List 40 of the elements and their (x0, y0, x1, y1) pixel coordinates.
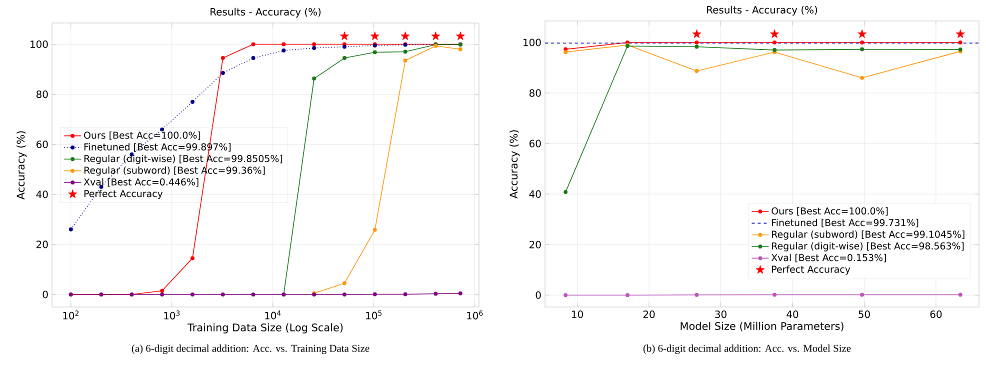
legend-label: Regular (subword) [Best Acc=99.1045%] (772, 230, 964, 240)
y-tick-label: 0 (42, 290, 48, 298)
y-tick-label: 40 (36, 190, 48, 198)
y-axis-title: Accuracy (%) (16, 131, 27, 200)
y-tick-label: 60 (36, 140, 48, 148)
legend-label: Regular (digit-wise) [Best Acc=98.563%] (772, 242, 964, 252)
x-tick-label: 10$^{2}$ (63, 310, 79, 320)
text: (b) 6-digit decimal addition: Acc. vs. Model Size (643, 344, 851, 354)
x-tick-label: 30 (715, 310, 726, 318)
y-tick-label: 60 (530, 140, 541, 148)
chart-title: Results - Accuracy (%) (707, 6, 818, 16)
x-tick-label: 50 (858, 310, 870, 318)
legend-label: Ours [Best Acc=100.0%] (84, 131, 200, 140)
y-tick-label: 80 (529, 89, 541, 97)
y-tick-label: 0 (536, 291, 541, 299)
y-tick-label: 20 (36, 240, 48, 248)
legend-label: Xval [Best Acc=0.153%] (771, 254, 886, 262)
x-tick-label: 10$^{5}$ (366, 310, 382, 320)
y-tick-label: 100 (524, 38, 541, 46)
legend-label: Perfect Accuracy (772, 266, 850, 275)
x-axis-title: Model Size (Million Parameters) (680, 322, 844, 332)
legend-label: Perfect Accuracy (84, 190, 163, 199)
x-tick-label: 20 (643, 310, 655, 318)
x-tick-label: 40 (786, 310, 798, 318)
x-tick-label: 10$^{4}$ (265, 310, 281, 320)
legend-label: Finetuned [Best Acc=99.731%] (772, 218, 918, 228)
y-tick-label: 40 (529, 190, 541, 198)
y-tick-label: 20 (530, 240, 541, 248)
y-tick-label: 100 (30, 40, 48, 48)
legend-label: Ours [Best Acc=100.0%] (772, 207, 888, 216)
chart-title: Results - Accuracy (%) (210, 8, 321, 18)
x-axis-title: Training Data Size (Log Scale) (187, 323, 343, 334)
text: (a) 6-digit decimal addition: Acc. vs. Training Data Size (132, 344, 370, 354)
x-tick-label: 10$^{3}$ (164, 310, 180, 320)
y-tick-label: 80 (36, 90, 48, 98)
x-tick-label: 10 (572, 310, 583, 318)
x-tick-label: 60 (930, 310, 942, 318)
y-axis-title: Accuracy (%) (510, 130, 520, 199)
x-tick-label: 10$^{6}$ (467, 310, 483, 320)
legend-label: Xval [Best Acc=0.446%] (84, 178, 198, 187)
